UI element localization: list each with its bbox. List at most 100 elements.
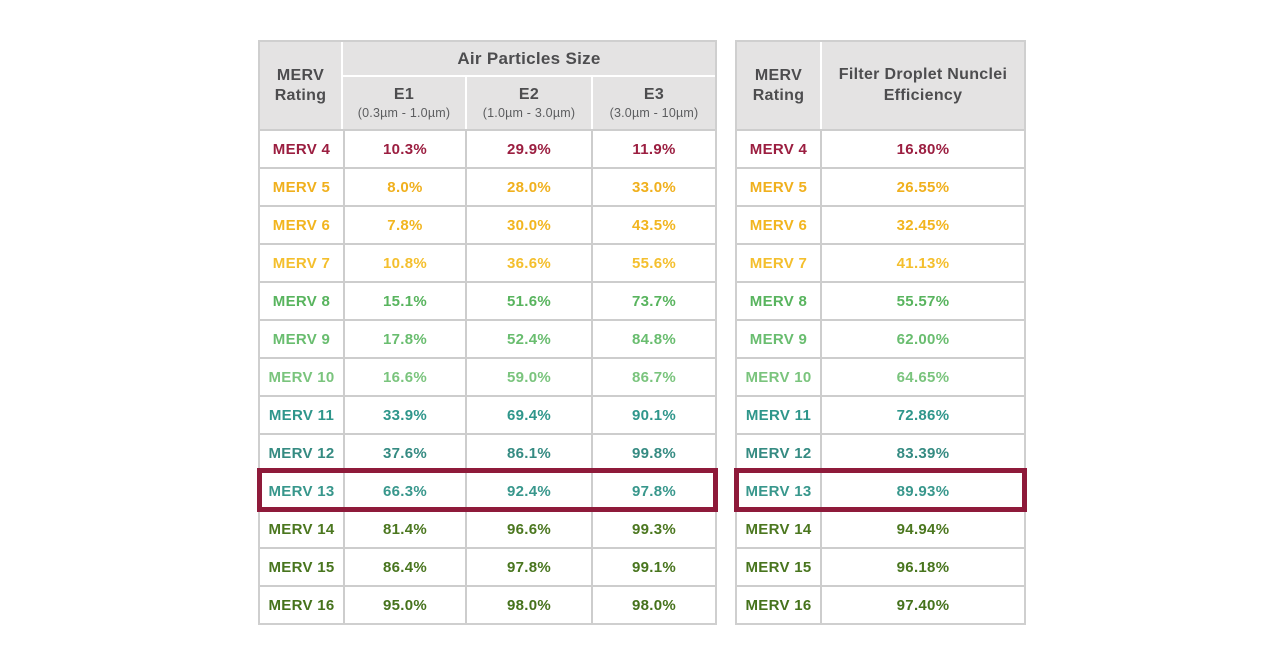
merv-rating-cell: MERV 12 <box>745 444 812 462</box>
value-cell: 37.6% <box>343 435 465 471</box>
table-row-highlighted: MERV 13 89.93% <box>734 468 1027 512</box>
merv-rating-cell: MERV 5 <box>749 178 808 196</box>
e3-code: E3 <box>643 86 665 103</box>
merv-rating-cell: MERV 14 <box>268 520 335 538</box>
table-row: MERV 7 41.13% <box>737 243 1024 281</box>
value-cell: 86.7% <box>591 359 715 395</box>
value-cell: 28.0% <box>465 169 591 205</box>
e3-column-header: E3 (3.0µm - 10µm) <box>591 77 715 129</box>
value-cell: 33.9% <box>343 397 465 433</box>
merv-rating-cell: MERV 8 <box>749 292 808 310</box>
value-cell: 89.93% <box>820 473 1024 509</box>
table-row: MERV 4 16.80% <box>737 129 1024 167</box>
merv-rating-cell: MERV 6 <box>749 216 808 234</box>
air-particles-size-table: MERV Rating Air Particles Size E1 (0.3µm… <box>257 40 718 625</box>
value-cell: 94.94% <box>820 511 1024 547</box>
table-row: MERV 10 64.65% <box>737 357 1024 395</box>
merv-rating-cell: MERV 14 <box>745 520 812 538</box>
e1-code: E1 <box>393 86 415 103</box>
value-cell: 95.0% <box>343 587 465 623</box>
air-particles-table-header: MERV Rating Air Particles Size E1 (0.3µm… <box>260 42 715 129</box>
merv-rating-column-header: MERV Rating <box>737 42 820 129</box>
merv-rating-cell: MERV 9 <box>272 330 331 348</box>
value-cell: 99.3% <box>591 511 715 547</box>
value-cell: 15.1% <box>343 283 465 319</box>
value-cell: 52.4% <box>465 321 591 357</box>
value-cell: 98.0% <box>591 587 715 623</box>
value-cell: 30.0% <box>465 207 591 243</box>
value-cell: 98.0% <box>465 587 591 623</box>
merv-rating-cell: MERV 11 <box>268 406 335 424</box>
value-cell: 11.9% <box>591 131 715 167</box>
value-cell: 51.6% <box>465 283 591 319</box>
merv-rating-cell: MERV 10 <box>268 368 335 386</box>
value-cell: 72.86% <box>820 397 1024 433</box>
value-cell: 81.4% <box>343 511 465 547</box>
value-cell: 83.39% <box>820 435 1024 471</box>
table-row-highlighted: MERV 13 66.3% 92.4% 97.8% <box>257 468 718 512</box>
value-cell: 97.8% <box>591 473 715 509</box>
table-row: MERV 6 7.8% 30.0% 43.5% <box>260 205 715 243</box>
merv-rating-cell: MERV 5 <box>272 178 331 196</box>
table-row: MERV 14 94.94% <box>737 509 1024 547</box>
table-row: MERV 7 10.8% 36.6% 55.6% <box>260 243 715 281</box>
value-cell: 8.0% <box>343 169 465 205</box>
merv-rating-cell: MERV 10 <box>745 368 812 386</box>
table-row: MERV 12 83.39% <box>737 433 1024 471</box>
value-cell: 99.8% <box>591 435 715 471</box>
merv-rating-cell: MERV 4 <box>749 140 808 158</box>
value-cell: 86.4% <box>343 549 465 585</box>
value-cell: 55.57% <box>820 283 1024 319</box>
table-row: MERV 15 96.18% <box>737 547 1024 585</box>
e3-range: (3.0µm - 10µm) <box>609 106 699 120</box>
value-cell: 96.18% <box>820 549 1024 585</box>
particle-size-subheader-row: E1 (0.3µm - 1.0µm) E2 (1.0µm - 3.0µm) E3… <box>343 77 715 129</box>
efficiency-column-header: Filter Droplet Nunclei Efficiency <box>820 42 1024 129</box>
merv-rating-cell: MERV 15 <box>745 558 812 576</box>
table-row: MERV 10 16.6% 59.0% 86.7% <box>260 357 715 395</box>
value-cell: 62.00% <box>820 321 1024 357</box>
merv-rating-cell: MERV 12 <box>268 444 335 462</box>
value-cell: 73.7% <box>591 283 715 319</box>
table-row: MERV 9 62.00% <box>737 319 1024 357</box>
value-cell: 16.6% <box>343 359 465 395</box>
merv-rating-cell: MERV 6 <box>272 216 331 234</box>
table-row: MERV 9 17.8% 52.4% 84.8% <box>260 319 715 357</box>
efficiency-table-body: MERV 4 16.80% MERV 5 26.55% MERV 6 32.45% MERV… <box>734 129 1027 623</box>
value-cell: 69.4% <box>465 397 591 433</box>
merv-rating-cell: MERV 13 <box>268 482 335 500</box>
value-cell: 90.1% <box>591 397 715 433</box>
table-row: MERV 11 33.9% 69.4% 90.1% <box>260 395 715 433</box>
value-cell: 43.5% <box>591 207 715 243</box>
value-cell: 55.6% <box>591 245 715 281</box>
value-cell: 10.3% <box>343 131 465 167</box>
merv-rating-cell: MERV 8 <box>272 292 331 310</box>
e1-column-header: E1 (0.3µm - 1.0µm) <box>343 77 465 129</box>
merv-rating-cell: MERV 7 <box>272 254 331 272</box>
merv-rating-cell: MERV 15 <box>268 558 335 576</box>
e2-range: (1.0µm - 3.0µm) <box>482 106 576 120</box>
value-cell: 10.8% <box>343 245 465 281</box>
e2-code: E2 <box>518 86 540 103</box>
value-cell: 64.65% <box>820 359 1024 395</box>
table-row: MERV 14 81.4% 96.6% 99.3% <box>260 509 715 547</box>
value-cell: 96.6% <box>465 511 591 547</box>
merv-rating-cell: MERV 13 <box>745 482 812 500</box>
value-cell: 32.45% <box>820 207 1024 243</box>
air-particles-header-group: Air Particles Size E1 (0.3µm - 1.0µm) E2… <box>343 42 715 129</box>
table-row: MERV 11 72.86% <box>737 395 1024 433</box>
table-row: MERV 16 95.0% 98.0% 98.0% <box>260 585 715 623</box>
value-cell: 86.1% <box>465 435 591 471</box>
value-cell: 16.80% <box>820 131 1024 167</box>
table-row: MERV 5 26.55% <box>737 167 1024 205</box>
value-cell: 59.0% <box>465 359 591 395</box>
value-cell: 36.6% <box>465 245 591 281</box>
merv-rating-cell: MERV 16 <box>745 596 812 614</box>
merv-rating-cell: MERV 7 <box>749 254 808 272</box>
value-cell: 17.8% <box>343 321 465 357</box>
droplet-nuclei-efficiency-table: MERV Rating Filter Droplet Nunclei Effic… <box>734 40 1027 625</box>
table-row: MERV 5 8.0% 28.0% 33.0% <box>260 167 715 205</box>
value-cell: 84.8% <box>591 321 715 357</box>
value-cell: 66.3% <box>343 473 465 509</box>
e1-range: (0.3µm - 1.0µm) <box>357 106 451 120</box>
